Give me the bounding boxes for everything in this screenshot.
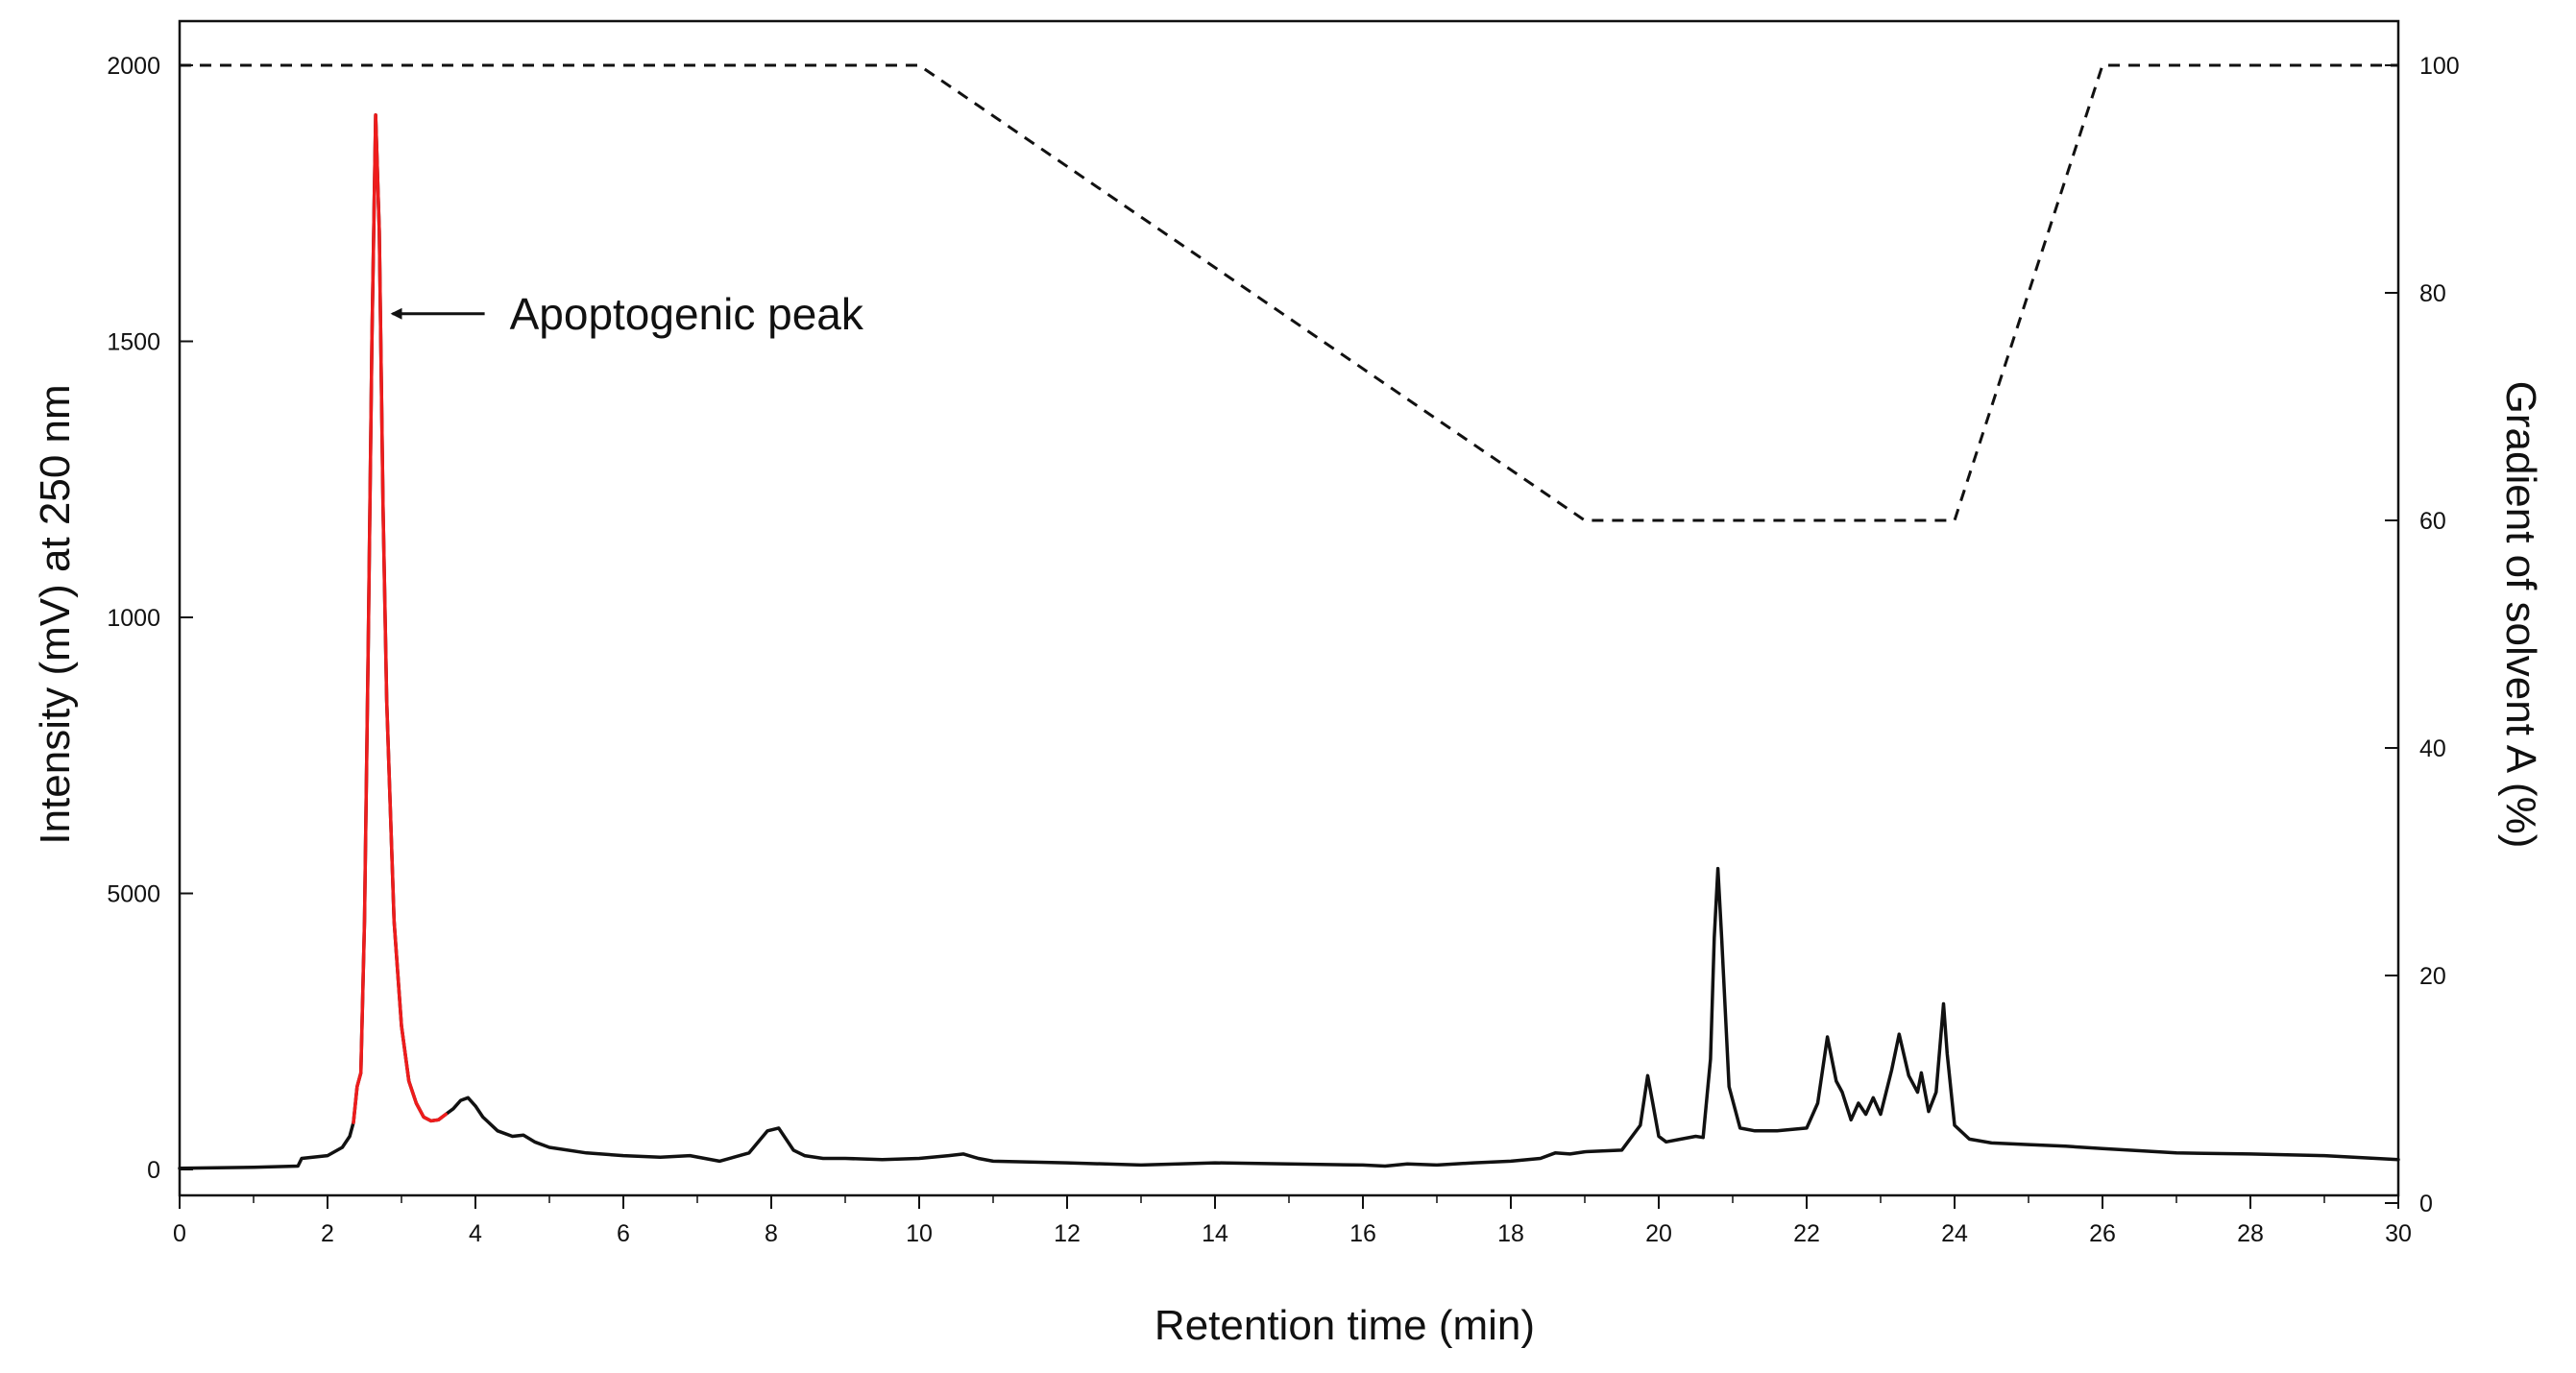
- annotations-layer: Apoptogenic peak: [390, 289, 864, 339]
- x-tick-label: 30: [2385, 1220, 2412, 1247]
- y-tick-label: 0: [147, 1157, 160, 1184]
- y-tick-label: 2000: [107, 53, 160, 80]
- y2-tick-label: 80: [2419, 280, 2446, 307]
- y-tick-label: 1500: [107, 329, 160, 356]
- series-line-chromatogram: [178, 113, 2400, 1170]
- series-line-gradient-of-solvent-a: [180, 63, 2398, 522]
- x-tick-label: 20: [1645, 1220, 1672, 1247]
- x-tick-label: 0: [173, 1220, 186, 1247]
- x-tick-label: 14: [1202, 1220, 1228, 1247]
- series-line-apoptogenic-peak: [352, 113, 448, 1124]
- series-layer: [178, 63, 2400, 1170]
- x-tick-label: 4: [469, 1220, 482, 1247]
- y-axis-title: Intensity (mV) at 250 nm: [32, 384, 79, 844]
- x-tick-label: 2: [321, 1220, 334, 1247]
- y2-tick-label: 20: [2419, 963, 2446, 990]
- y2-axis-title: Gradient of solvent A (%): [2497, 381, 2544, 849]
- x-tick-label: 18: [1497, 1220, 1524, 1247]
- x-tick-label: 12: [1054, 1220, 1081, 1247]
- x-tick-label: 16: [1349, 1220, 1376, 1247]
- axis-ticks: 0 2 4 6 8 10 12 14 16 18 20 22 24 26 28 300500010001500…: [107, 53, 2459, 1247]
- x-tick-label: 8: [765, 1220, 778, 1247]
- x-tick-label: 6: [617, 1220, 630, 1247]
- y2-tick-label: 100: [2419, 53, 2460, 80]
- x-tick-label: 24: [1941, 1220, 1968, 1247]
- x-tick-label: 10: [906, 1220, 933, 1247]
- x-tick-label: 22: [1793, 1220, 1820, 1247]
- plot-frame: [178, 19, 2400, 1197]
- y2-tick-label: 40: [2419, 735, 2446, 762]
- y2-tick-label: 60: [2419, 508, 2446, 535]
- x-tick-label: 26: [2089, 1220, 2116, 1247]
- y-tick-label: 5000: [107, 881, 160, 908]
- y2-tick-label: 0: [2419, 1191, 2433, 1217]
- x-axis-title: Retention time (min): [1154, 1302, 1535, 1349]
- annotation-apoptogenic-peak: Apoptogenic peak: [510, 289, 864, 339]
- x-tick-label: 28: [2237, 1220, 2264, 1247]
- y-tick-label: 1000: [107, 605, 160, 632]
